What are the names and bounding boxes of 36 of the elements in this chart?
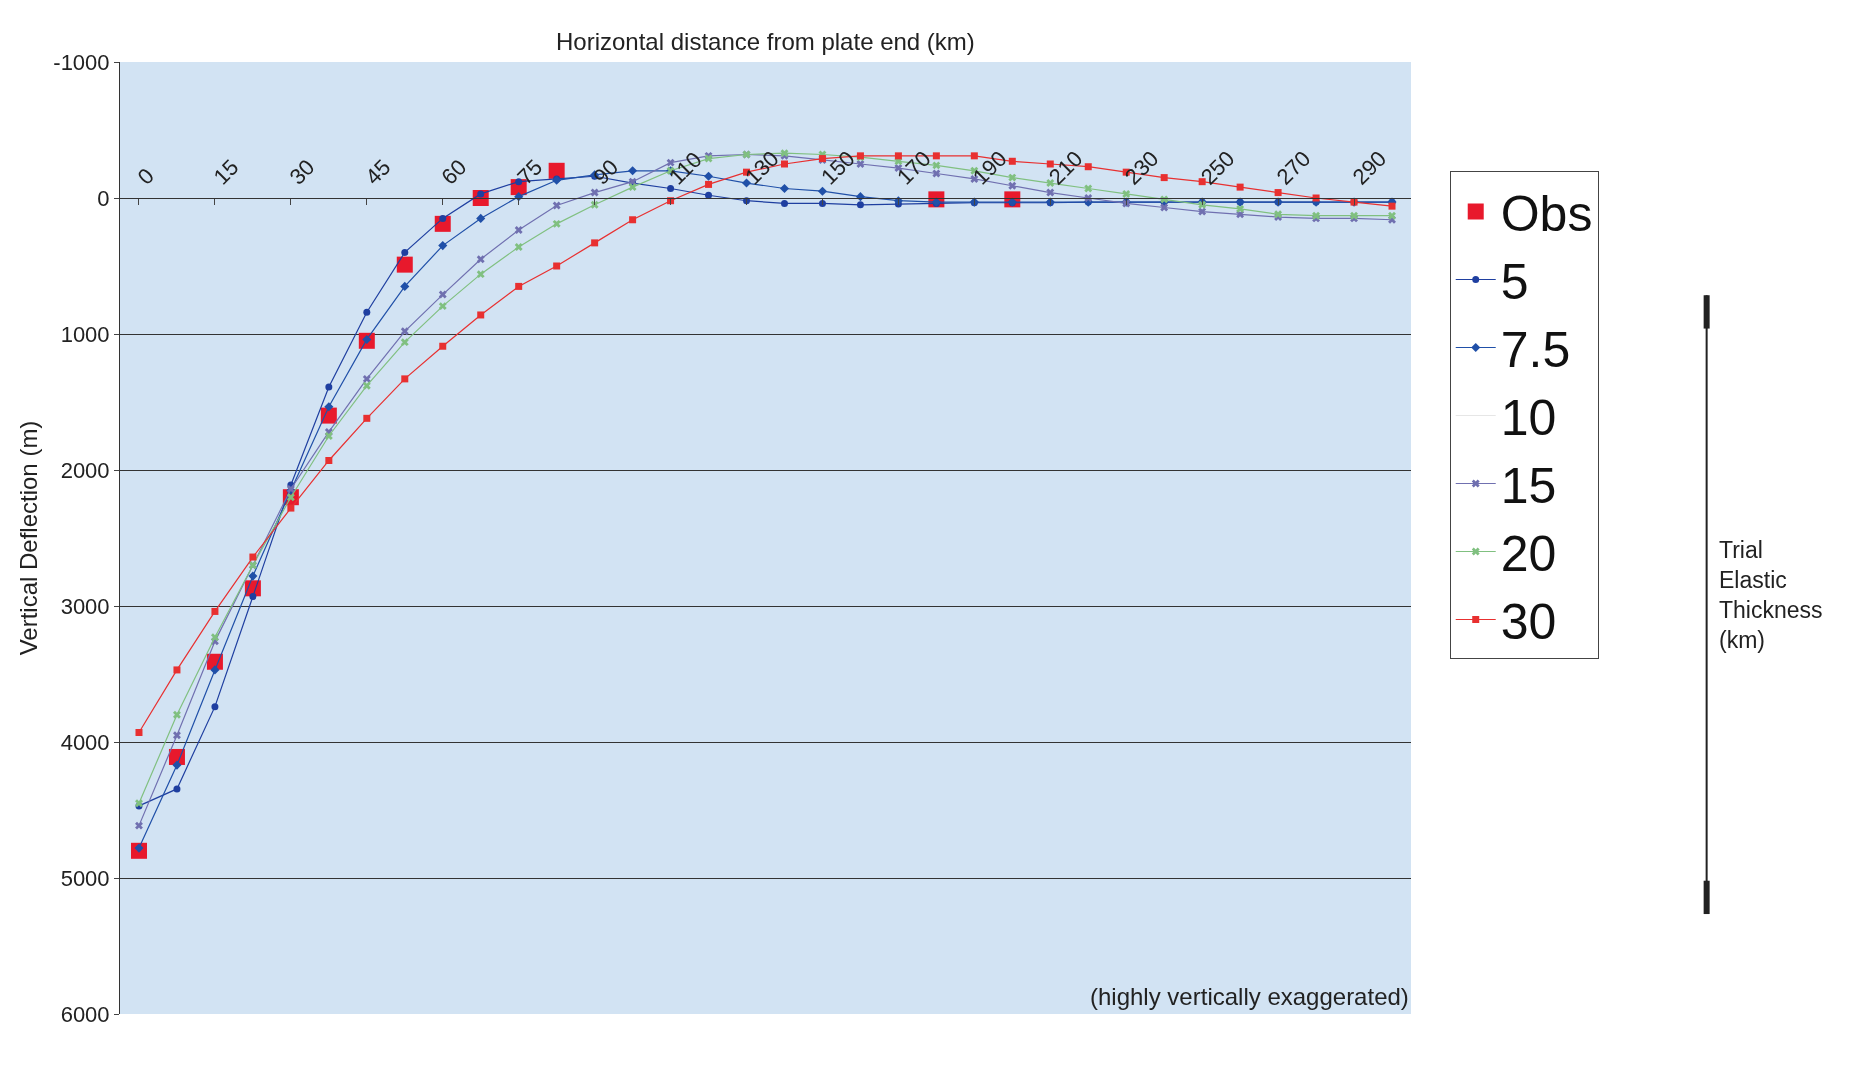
x-tick-label: 90 <box>588 154 624 190</box>
legend-label: 5 <box>1500 253 1529 310</box>
legend-label: Obs <box>1500 185 1593 242</box>
x-tick-label: 290 <box>1347 145 1392 190</box>
x-axis-title: Horizontal distance from plate end (km) <box>556 28 975 55</box>
x-tick-label: 75 <box>512 154 548 190</box>
y-tick-label: 1000 <box>60 321 110 347</box>
x-tick-label: 210 <box>1043 145 1088 190</box>
y-tick-label: -1000 <box>53 49 110 75</box>
legend-label: 20 <box>1500 525 1557 582</box>
y-tick-label: 2000 <box>60 457 110 483</box>
x-tick-label: 270 <box>1271 145 1316 190</box>
x-tick-label: 60 <box>436 154 472 190</box>
x-tick-label: 15 <box>208 154 244 190</box>
x-tick-label: 230 <box>1119 145 1164 190</box>
y-tick-label: 4000 <box>60 729 110 755</box>
x-tick-label: 130 <box>740 145 784 190</box>
x-tick-label: 45 <box>360 154 396 190</box>
x-tick-label: 0 <box>132 163 159 190</box>
x-tick-label: 250 <box>1195 145 1240 190</box>
y-tick-label: 5000 <box>60 865 110 891</box>
x-tick-label: 30 <box>284 154 320 190</box>
x-tick-label: 150 <box>816 145 860 190</box>
x-tick-label: 190 <box>967 145 1012 190</box>
annotation: (highly vertically exaggerated) <box>1090 983 1409 1010</box>
legend-label: 7.5 <box>1500 321 1571 378</box>
text: Trial Elastic Thickness (km) <box>1719 537 1823 653</box>
y-axis-title: Vertical Deflection (m) <box>15 420 43 656</box>
y-tick-label: 6000 <box>60 1001 110 1027</box>
x-tick-label: 110 <box>664 147 707 190</box>
legend-label: 10 <box>1500 389 1557 446</box>
y-tick-label: 3000 <box>60 593 110 619</box>
y-tick-label: 0 <box>97 185 110 211</box>
legend-label: 30 <box>1500 593 1557 650</box>
x-tick-label: 170 <box>892 145 936 190</box>
legend-label: 15 <box>1500 457 1557 514</box>
